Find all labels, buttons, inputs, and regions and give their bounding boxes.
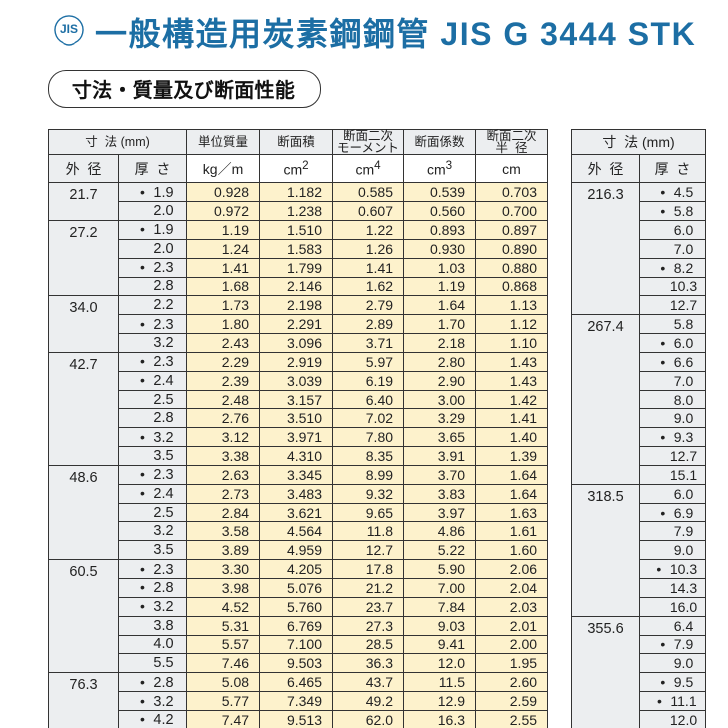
svg-text:JIS: JIS xyxy=(60,22,78,36)
